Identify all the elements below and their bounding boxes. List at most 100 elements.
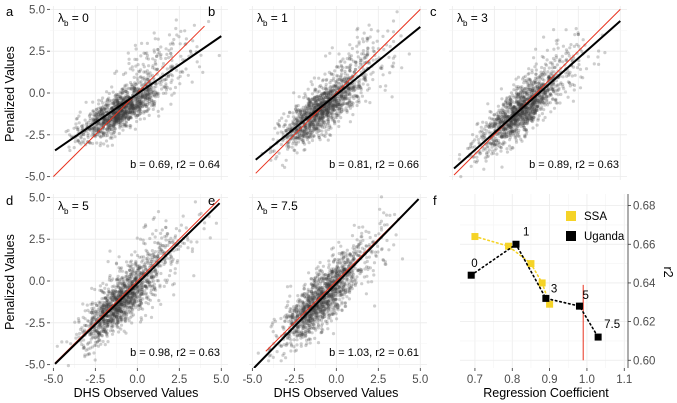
data-point (139, 54, 143, 58)
data-point (174, 18, 178, 22)
data-point (513, 123, 517, 127)
data-point (541, 100, 545, 104)
data-point (531, 99, 535, 104)
data-point (309, 100, 313, 104)
data-point (140, 92, 144, 96)
data-point (131, 273, 135, 277)
data-point (152, 94, 157, 98)
data-point (551, 87, 555, 91)
data-point (90, 345, 95, 349)
data-point (123, 85, 127, 89)
data-point (339, 94, 343, 98)
data-point (306, 110, 310, 114)
data-point (97, 122, 101, 126)
data-point (172, 91, 176, 95)
data-point (329, 89, 333, 93)
data-point (120, 288, 124, 292)
data-point (137, 97, 141, 101)
data-point (99, 124, 103, 128)
data-point (156, 52, 160, 56)
data-point (136, 88, 140, 92)
data-point (336, 102, 341, 106)
data-point (184, 67, 188, 71)
data-point (160, 228, 164, 232)
data-point (293, 129, 297, 133)
data-point (475, 135, 479, 139)
data-point (117, 281, 121, 285)
data-point (137, 100, 141, 104)
data-point (376, 47, 380, 51)
data-point (488, 109, 492, 114)
data-point (111, 311, 116, 315)
data-point (347, 100, 351, 104)
data-point (321, 98, 325, 102)
data-point (319, 118, 323, 122)
data-point (350, 46, 354, 51)
data-point (344, 108, 348, 112)
data-point (291, 137, 295, 141)
data-point (131, 102, 135, 106)
data-point (118, 281, 122, 285)
data-point (334, 98, 338, 102)
data-point (95, 311, 99, 315)
data-point (365, 53, 369, 57)
data-point (115, 101, 120, 105)
data-point (338, 100, 342, 104)
data-point (95, 127, 99, 131)
data-point (528, 78, 532, 82)
data-point (508, 124, 512, 128)
data-point (500, 112, 504, 117)
data-point (302, 112, 306, 116)
data-point (121, 111, 125, 115)
data-point (113, 99, 117, 103)
data-point (530, 101, 534, 105)
data-point (357, 80, 361, 84)
data-point (554, 101, 558, 105)
data-point (91, 117, 95, 121)
data-point (295, 120, 299, 124)
data-point (161, 244, 165, 248)
data-point (499, 109, 503, 113)
data-point (136, 78, 140, 82)
data-point (114, 116, 118, 120)
data-point (533, 112, 538, 116)
data-point (315, 103, 319, 108)
data-point (82, 346, 86, 350)
data-point (127, 107, 131, 111)
data-point (130, 101, 134, 106)
data-point (132, 89, 136, 93)
data-point (88, 128, 92, 132)
data-point (140, 76, 145, 81)
data-point (128, 300, 132, 305)
data-point (328, 111, 332, 115)
data-point (134, 100, 138, 104)
data-point (510, 110, 514, 114)
data-point (384, 84, 388, 88)
data-point (501, 119, 505, 123)
data-point (537, 85, 542, 90)
data-point (136, 304, 140, 308)
data-point (150, 272, 154, 276)
data-point (546, 70, 550, 74)
data-point (147, 97, 151, 101)
data-point (89, 322, 93, 326)
data-point (99, 109, 103, 113)
data-point (324, 78, 328, 82)
data-point (140, 292, 144, 296)
data-point (530, 119, 534, 123)
data-point (128, 110, 132, 115)
data-point (535, 100, 539, 104)
data-point (353, 93, 357, 98)
data-point (334, 100, 338, 104)
data-point (121, 113, 125, 117)
data-point (322, 133, 326, 137)
data-point (146, 94, 150, 98)
data-point (558, 101, 562, 105)
data-point (118, 117, 122, 121)
data-point (502, 104, 506, 108)
data-point (531, 87, 535, 91)
data-point (199, 53, 203, 57)
data-point (312, 125, 316, 129)
data-point (96, 339, 100, 343)
